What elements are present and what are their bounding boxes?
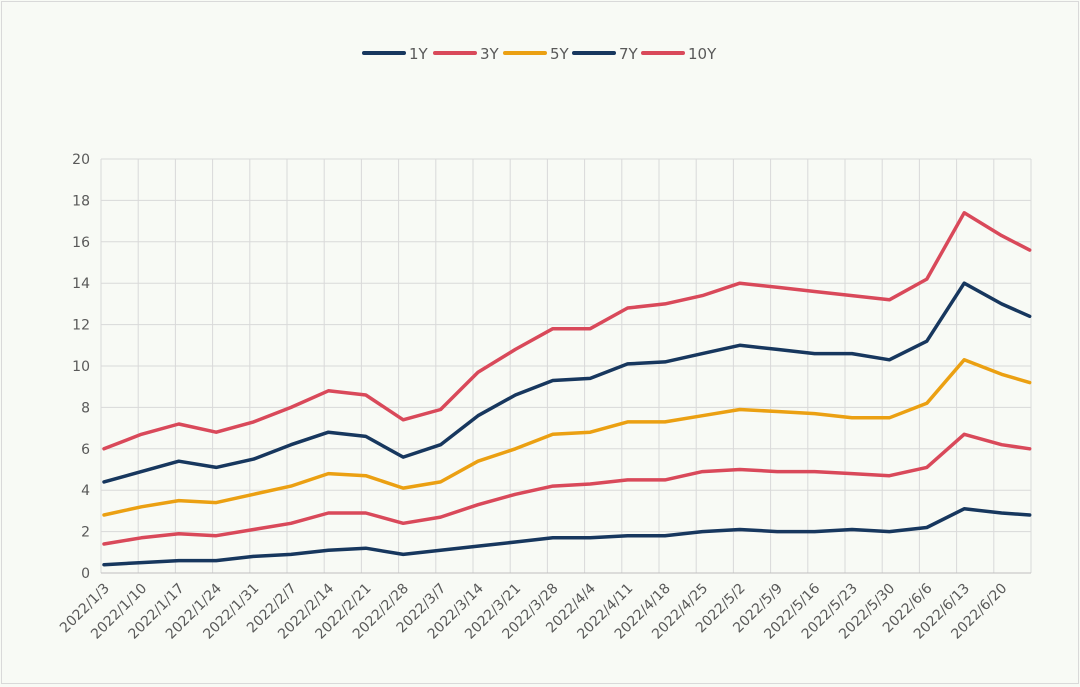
legend-label-5y: 5Y xyxy=(550,45,570,63)
y-tick-label: 2 xyxy=(81,525,90,541)
legend: 1Y 3Y 5Y 7Y 10Y xyxy=(362,45,717,63)
legend-label-7y: 7Y xyxy=(619,45,639,63)
y-tick-label: 4 xyxy=(81,483,90,499)
series-line-10y xyxy=(102,211,1032,451)
series-line-1y xyxy=(102,507,1032,567)
x-axis-ticks: 2022/1/32022/1/102022/1/172022/1/242022/… xyxy=(57,580,1010,642)
series-line-3y xyxy=(102,432,1032,546)
series-line-7y xyxy=(102,281,1032,484)
legend-label-3y: 3Y xyxy=(480,45,500,63)
y-tick-label: 10 xyxy=(72,359,90,375)
gridlines xyxy=(100,158,1032,574)
y-axis-ticks: 0 2 4 6 8 10 12 14 16 18 20 xyxy=(72,152,90,582)
legend-label-10y: 10Y xyxy=(688,45,717,63)
y-tick-label: 16 xyxy=(72,235,90,251)
legend-label-1y: 1Y xyxy=(409,45,429,63)
y-tick-label: 12 xyxy=(72,318,90,334)
series-line-5y xyxy=(102,358,1032,517)
y-tick-label: 0 xyxy=(81,566,90,582)
y-tick-label: 8 xyxy=(81,400,90,416)
y-tick-label: 6 xyxy=(81,442,90,458)
y-tick-label: 18 xyxy=(72,193,90,209)
series-lines xyxy=(102,211,1032,567)
y-tick-label: 14 xyxy=(72,276,90,292)
y-tick-label: 20 xyxy=(72,152,90,168)
